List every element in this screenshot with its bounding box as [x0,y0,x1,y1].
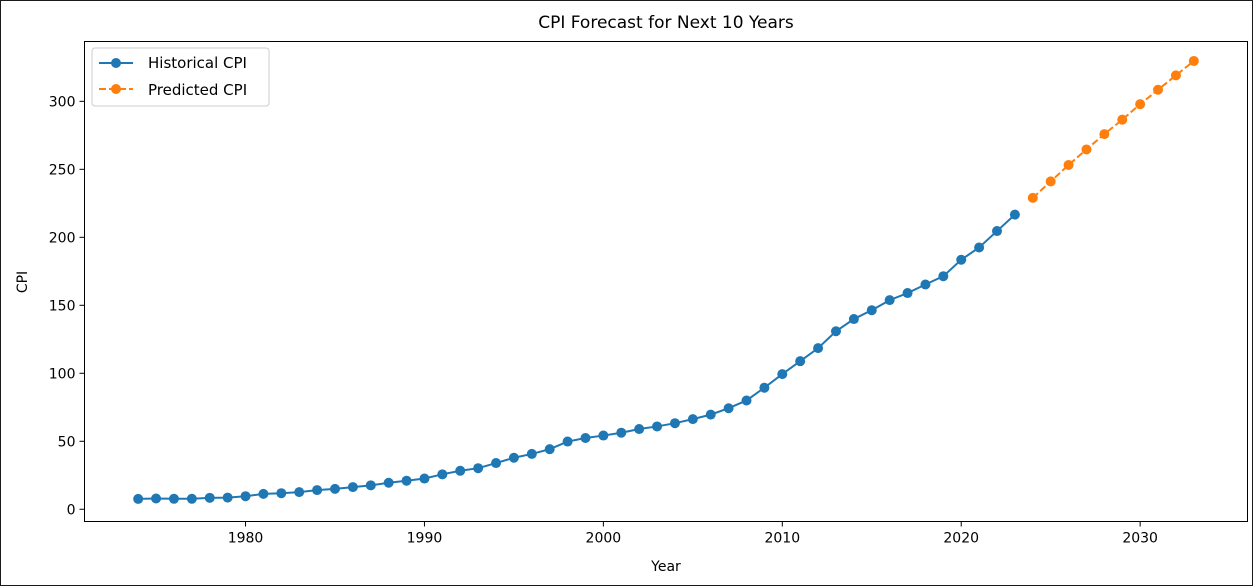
data-point [365,480,376,491]
data-point [186,493,197,504]
data-point [992,226,1003,237]
data-point [508,452,519,463]
data-point [1188,55,1199,66]
data-point [347,482,358,493]
data-point [741,395,752,406]
data-point [401,475,412,486]
y-axis: 0 50 100 150 200 250 300 [49,94,85,518]
y-tick-label: 200 [49,230,76,246]
legend-box [91,47,270,107]
data-point [312,485,323,496]
legend: Historical CPI Predicted CPI [91,47,270,107]
legend-label-predicted: Predicted CPI [148,81,247,99]
data-point [580,433,591,444]
data-point [437,469,448,480]
data-point [1009,209,1020,220]
data-point [419,473,430,484]
y-tick-label: 250 [49,162,76,178]
data-point [723,403,734,414]
data-point [204,492,215,503]
data-point [795,356,806,367]
data-point [920,279,931,290]
x-tick-label: 2030 [1122,531,1158,547]
data-point [705,409,716,420]
legend-label-historical: Historical CPI [148,54,247,72]
data-point [848,314,859,325]
data-point [258,488,269,499]
data-point [329,483,340,494]
y-tick-label: 100 [49,366,76,382]
data-point [383,477,394,488]
data-point [168,493,179,504]
data-point [938,271,949,282]
data-point [544,444,555,455]
data-point [473,463,484,474]
data-point [562,436,573,447]
legend-marker-predicted [111,84,121,94]
data-point [133,493,144,504]
chart-title: CPI Forecast for Next 10 Years [538,13,794,33]
data-point [956,254,967,265]
x-tick-label: 2020 [943,531,979,547]
data-point [1135,99,1146,110]
data-point [652,421,663,432]
data-point [1027,192,1038,203]
x-axis: 1980 1990 2000 2010 2020 2030 [228,521,1158,547]
data-point [902,288,913,299]
y-tick-label: 150 [49,298,76,314]
data-point [634,424,645,435]
data-point [669,418,680,429]
x-tick-label: 1980 [228,531,264,547]
data-point [687,414,698,425]
data-point [830,326,841,337]
data-point [1117,114,1128,125]
x-tick-label: 2000 [586,531,622,547]
data-point [884,295,895,306]
data-point [276,488,287,499]
data-point [866,305,877,316]
data-point [777,369,788,380]
x-axis-label: Year [650,559,681,575]
data-point [1153,84,1164,95]
data-point [974,242,985,253]
y-tick-label: 50 [58,434,76,450]
data-point [222,492,233,503]
y-axis-label: CPI [15,271,31,293]
series-line-predicted [1032,60,1195,199]
data-point [759,382,770,393]
data-point [294,487,305,498]
data-point [491,458,502,469]
legend-marker-historical [111,58,121,68]
data-point [455,465,466,476]
data-point [1170,70,1181,81]
y-tick-label: 300 [49,94,76,110]
data-point [526,448,537,459]
data-point [240,491,251,502]
series-line-historical [138,213,1016,500]
data-point [1099,129,1110,140]
data-point [1045,176,1056,187]
x-tick-label: 1990 [407,531,443,547]
data-point [151,493,162,504]
data-point [1063,159,1074,170]
x-tick-label: 2010 [764,531,800,547]
series-layer [133,55,1199,504]
data-point [598,430,609,441]
data-point [1081,144,1092,155]
data-point [813,343,824,354]
y-tick-label: 0 [67,502,76,518]
plot-area [84,41,1248,522]
data-point [616,427,627,438]
